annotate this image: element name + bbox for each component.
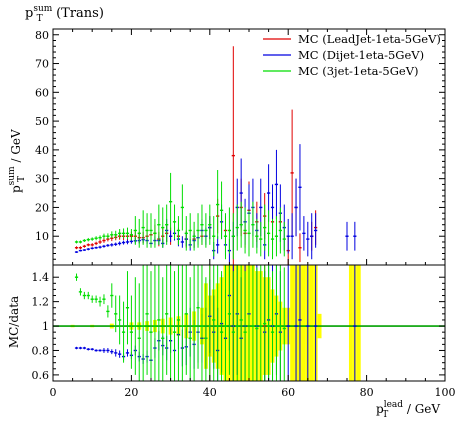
ratio-y-tick-label: 0.6 [32, 369, 50, 382]
chart-title: psum T (Trans) [25, 4, 104, 24]
x-axis-label-text: plead T / GeV [376, 400, 440, 420]
main-ylabel-sup: sum [7, 166, 17, 185]
x-tick-label: 0 [50, 386, 57, 399]
x-axis-label-main: p [376, 402, 384, 416]
legend-item-1: MC (LeadJet-1eta-5GeV) [263, 32, 441, 46]
main-ylabel-main: p [9, 185, 23, 193]
x-tick-label: 40 [203, 386, 217, 399]
main-series [74, 46, 357, 265]
chart-title-suffix: (Trans) [56, 6, 104, 21]
x-tick-label: 60 [281, 386, 295, 399]
main-y-tick-label: 50 [35, 115, 49, 128]
x-tick-label: 20 [124, 386, 138, 399]
legend-item-2: MC (Dijet-1eta-5GeV) [263, 48, 424, 62]
main-y-tick-label: 30 [35, 173, 49, 186]
main-series-3 [74, 170, 286, 260]
main-ylabel-sub: T [17, 176, 27, 182]
ratio-y-tick-label: 1.2 [32, 296, 50, 309]
axis-ticks: 10 20 30 40 50 60 70 80 0.6 0.8 1 1.2 1.4 0 20 40 60 80 10… [32, 29, 456, 399]
uncertainty-band-bin [301, 265, 306, 381]
ratio-y-tick-label: 0.8 [32, 344, 50, 357]
legend-label: MC (Dijet-1eta-5GeV) [298, 48, 424, 62]
legend-item-3: MC (3jet-1eta-5GeV) [263, 64, 419, 78]
ratio-series [74, 265, 357, 381]
uncertainty-band-bin [348, 265, 353, 381]
chart-title-sup: sum [33, 4, 52, 14]
x-axis-label-suffix: / GeV [407, 402, 441, 416]
legend-label: MC (3jet-1eta-5GeV) [298, 64, 419, 78]
main-ylabel-suffix: / GeV [9, 129, 23, 163]
uncertainty-band-bin [290, 265, 295, 381]
main-ylabel-rotator: psumT / GeV [7, 129, 27, 193]
main-y-tick-label: 70 [35, 58, 49, 71]
x-axis-label: plead T / GeV [376, 400, 440, 420]
chart-title-sub: T [37, 14, 43, 24]
ratio-ylabel-rotator: MC/data [7, 296, 21, 348]
main-y-tick-label: 40 [35, 144, 49, 157]
ratio-y-tick-label: 1 [42, 320, 49, 333]
main-series-1 [74, 46, 318, 265]
main-ylabel-text: psumT / GeV [7, 129, 27, 193]
main-series-2 [74, 144, 357, 263]
ratio-ylabel-text: MC/data [7, 296, 21, 348]
legend-label: MC (LeadJet-1eta-5GeV) [298, 32, 441, 46]
uncertainty-band-bin [309, 265, 314, 381]
main-y-tick-label: 20 [35, 201, 49, 214]
x-tick-label: 80 [360, 386, 374, 399]
chart-title-text: psum T (Trans) [25, 4, 104, 24]
uncertainty-band-bin [356, 265, 361, 381]
x-axis-label-sup: lead [384, 400, 404, 410]
main-y-tick-label: 80 [35, 29, 49, 42]
main-y-tick-label: 60 [35, 86, 49, 99]
x-axis-label-sub: T [382, 410, 388, 420]
main-y-tick-label: 10 [35, 230, 49, 243]
ratio-y-tick-label: 1.4 [32, 271, 50, 284]
main-y-axis-label: psumT / GeV [7, 129, 27, 193]
ratio-y-axis-label: MC/data [7, 296, 21, 348]
x-tick-label: 100 [435, 386, 456, 399]
chart-title-main: p [25, 6, 33, 21]
chart-legend: MC (LeadJet-1eta-5GeV) MC (Dijet-1eta-5Ge… [263, 32, 441, 78]
ratio-series-3 [74, 265, 286, 381]
